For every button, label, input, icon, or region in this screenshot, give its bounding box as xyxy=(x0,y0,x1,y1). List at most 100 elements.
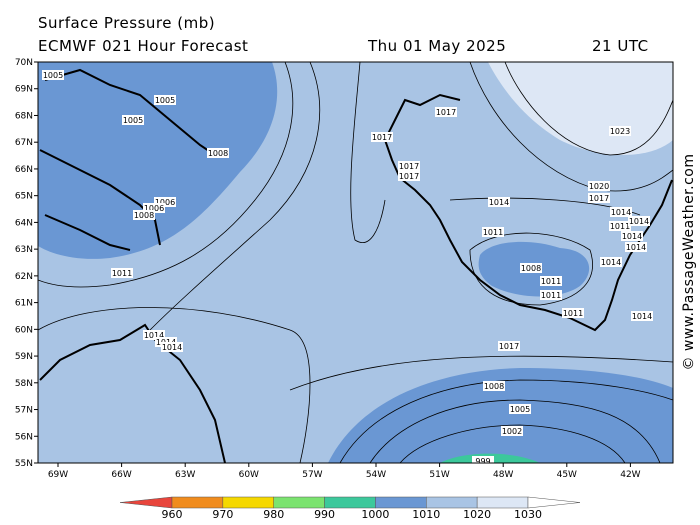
contour-label: 1014 xyxy=(611,208,631,217)
contour-label: 1020 xyxy=(589,182,609,191)
contour-label-bg xyxy=(609,126,631,136)
lon-label: 63W xyxy=(175,470,195,480)
colorbar-segment xyxy=(476,496,529,509)
contour-label-bg xyxy=(588,181,610,191)
map-frame xyxy=(37,61,674,464)
lat-label: 62N xyxy=(15,272,33,282)
colorbar-label: 990 xyxy=(314,508,335,521)
lat-label: 63N xyxy=(15,245,33,255)
map: 1005100510051008100610061008101110141014… xyxy=(38,62,673,466)
contour-label-bg xyxy=(122,115,144,125)
colorbar-label: 980 xyxy=(263,508,284,521)
contour-label-bg xyxy=(540,290,562,300)
contour-label-bg xyxy=(133,210,155,220)
lat-label: 65N xyxy=(15,192,33,202)
lon-label: 66W xyxy=(111,470,131,480)
contour-label: 1005 xyxy=(123,116,143,125)
contour-label: 1017 xyxy=(399,172,419,181)
lon-label: 51W xyxy=(429,470,449,480)
lon-label: 69W xyxy=(48,470,68,480)
isobars xyxy=(38,62,673,463)
contour-label-bg xyxy=(520,263,542,273)
colorbar-label: 970 xyxy=(212,508,233,521)
contour-label: 1014 xyxy=(162,343,182,352)
contour-label: 1014 xyxy=(489,198,509,207)
colorbar-label: 960 xyxy=(162,508,183,521)
contour-label: 1014 xyxy=(626,243,646,252)
colorbar-segment xyxy=(171,496,224,509)
contour-label: 1023 xyxy=(610,127,630,136)
lat-label: 64N xyxy=(15,218,33,228)
contour-label: 999 xyxy=(475,457,490,466)
contour-label-bg xyxy=(472,456,494,463)
time: 21 UTC xyxy=(592,37,649,55)
contour-label: 1011 xyxy=(541,277,561,286)
lat-label: 68N xyxy=(15,111,33,121)
contour-label-bg xyxy=(161,342,183,352)
contour-label-bg xyxy=(398,171,420,181)
title: Surface Pressure (mb) xyxy=(38,14,215,32)
contour-label-bg xyxy=(483,381,505,391)
colorbar-segment xyxy=(222,496,274,509)
contour-label: 1005 xyxy=(43,71,63,80)
contour-label: 1005 xyxy=(510,405,530,414)
lat-label: 66N xyxy=(15,165,33,175)
colorbar-label: 1000 xyxy=(361,508,389,521)
contour-label: 1014 xyxy=(144,331,164,340)
contour-label-bg xyxy=(143,203,165,213)
contour-label-bg xyxy=(621,231,643,241)
lat-label: 70N xyxy=(15,58,33,68)
colorbar-segment xyxy=(273,496,325,509)
contour-label: 1008 xyxy=(521,264,541,273)
contour-label: 1011 xyxy=(483,228,503,237)
contour-label: 1014 xyxy=(632,312,652,321)
contour-label: 1011 xyxy=(610,222,630,231)
contour-label-bg xyxy=(143,330,165,340)
colorbar-label: 1010 xyxy=(412,508,440,521)
contour-label-bg xyxy=(207,148,229,158)
lat-label: 56N xyxy=(15,432,33,442)
lon-label: 57W xyxy=(302,470,322,480)
lat-label: 60N xyxy=(15,325,33,335)
contour-label: 1008 xyxy=(208,149,228,158)
date: Thu 01 May 2025 xyxy=(367,37,506,55)
lat-label: 57N xyxy=(15,406,33,416)
contour-label: 1011 xyxy=(112,269,132,278)
contour-label-bg xyxy=(509,404,531,414)
colorbar-label: 1030 xyxy=(514,508,542,521)
contour-label: 1014 xyxy=(622,232,642,241)
lon-label: 45W xyxy=(557,470,577,480)
lat-label: 59N xyxy=(15,352,33,362)
contour-label: 1002 xyxy=(502,427,522,436)
colorbar-end xyxy=(119,496,173,509)
contour-label: 1008 xyxy=(484,382,504,391)
contour-label-bg xyxy=(609,221,631,231)
lat-label: 69N xyxy=(15,85,33,95)
colorbar-segment xyxy=(375,496,427,509)
lat-label: 58N xyxy=(15,379,33,389)
lon-label: 42W xyxy=(620,470,640,480)
colorbar-label: 1020 xyxy=(463,508,491,521)
contour-label-bg xyxy=(154,197,176,207)
contour-label-bg xyxy=(625,242,647,252)
contour-label-bg xyxy=(371,132,393,142)
contour-label-bg xyxy=(111,268,133,278)
contour-label-bg xyxy=(610,207,632,217)
contour-label-bg xyxy=(501,426,523,436)
contour-label-bg xyxy=(42,70,64,80)
contour-label-bg xyxy=(588,193,610,203)
contour-label-bg xyxy=(631,311,653,321)
contour-label: 1006 xyxy=(144,204,164,213)
contour-label: 1008 xyxy=(134,211,154,220)
lat-label: 55N xyxy=(15,459,33,469)
lon-label: 48W xyxy=(493,470,513,480)
contour-label-bg xyxy=(398,161,420,171)
low-region xyxy=(328,368,673,463)
colorbar-segment xyxy=(426,496,478,509)
contour-label: 1011 xyxy=(563,309,583,318)
contour-label: 1017 xyxy=(499,342,519,351)
contour-label: 1017 xyxy=(372,133,392,142)
contour-label-bg xyxy=(540,276,562,286)
model: ECMWF 021 Hour Forecast xyxy=(38,37,248,55)
